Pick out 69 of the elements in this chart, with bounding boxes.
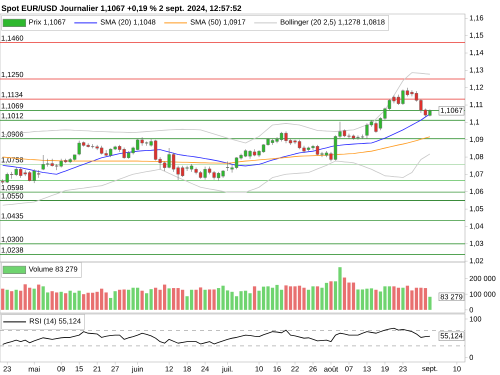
bar [257,290,261,310]
bar [414,288,418,310]
bar [6,290,9,310]
bar [298,286,302,310]
bar [248,293,252,310]
bar [212,289,216,310]
bar [194,290,198,310]
bar [154,288,158,310]
bar [342,278,346,310]
bar [14,290,18,310]
bar [388,286,392,310]
bar [190,290,194,310]
bar [324,282,328,310]
bar [203,290,207,310]
bar [208,289,212,310]
bar [396,288,400,310]
bar [198,287,202,310]
bar [356,289,360,310]
bar [316,286,320,310]
bar [221,286,225,310]
bar [10,291,14,310]
bar [244,290,248,310]
bar [216,288,220,310]
bar [64,293,68,310]
bar [60,292,63,310]
bar [293,286,297,310]
bar [365,288,369,310]
bar [360,289,364,310]
bar [118,290,122,310]
bar [167,288,171,310]
bar [252,286,256,310]
bar [374,290,378,310]
bar [32,288,36,310]
bar [370,288,374,310]
bar [140,290,144,310]
bar [311,286,315,310]
bar [392,286,396,310]
bar [37,284,40,310]
bar [162,284,166,310]
bar [419,288,423,310]
bar [352,282,356,310]
candlestick [365,122,369,140]
bar [383,286,387,310]
bar [266,286,270,310]
bar [424,288,428,310]
bar [1,288,4,310]
bar [306,290,310,310]
bar [239,291,243,310]
bar [329,281,333,310]
bar [136,288,140,310]
bar [284,285,288,310]
bar [406,286,410,310]
bar [176,288,180,310]
chart-title: Spot EUR/USD Journalier 1,1067 +0,19 % 2 sept. 2024, 12:57:52 [2,5,242,13]
bar [302,288,306,310]
bar [262,286,266,310]
bar [270,288,274,310]
bar [144,293,148,310]
bar [428,296,432,310]
bar [401,288,405,310]
bar [131,288,135,310]
bar [288,286,292,310]
bar [149,289,153,310]
bar [127,290,130,310]
bar [172,288,176,310]
bar [180,290,184,310]
bar [338,267,342,310]
bar [275,284,279,310]
bar [230,292,234,310]
